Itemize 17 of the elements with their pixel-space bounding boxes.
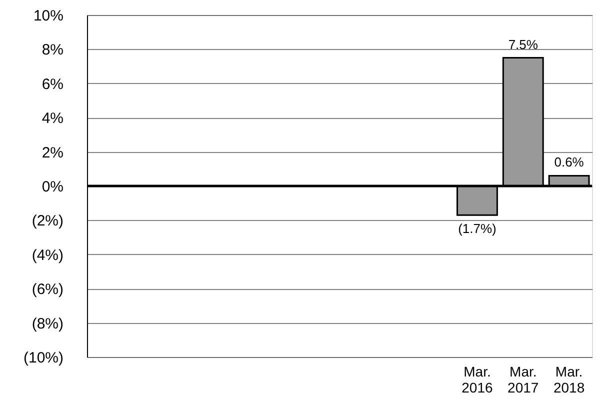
x-tick-label: Mar. 2018: [553, 364, 585, 396]
y-tick-label: 2%: [42, 144, 64, 162]
y-tick-label: (10%): [23, 350, 64, 366]
y-tick-label: 6%: [42, 76, 64, 93]
y-tick-label: (6%): [32, 281, 64, 298]
data-label: 7.5%: [508, 36, 538, 52]
x-tick-label: Mar. 2017: [508, 364, 539, 396]
data-label: (1.7%): [458, 221, 496, 236]
y-tick-label: 8%: [42, 42, 64, 59]
y-tick-label: (2%): [32, 212, 64, 230]
y-tick-label: 0%: [42, 178, 64, 196]
y-tick-label: (8%): [32, 315, 64, 332]
y-tick-label: 10%: [33, 8, 64, 24]
y-tick-label: (4%): [32, 246, 64, 264]
x-tick-label: Mar. 2016: [462, 364, 494, 396]
y-tick-label: 4%: [42, 110, 64, 128]
data-label: 0.6%: [554, 154, 584, 170]
